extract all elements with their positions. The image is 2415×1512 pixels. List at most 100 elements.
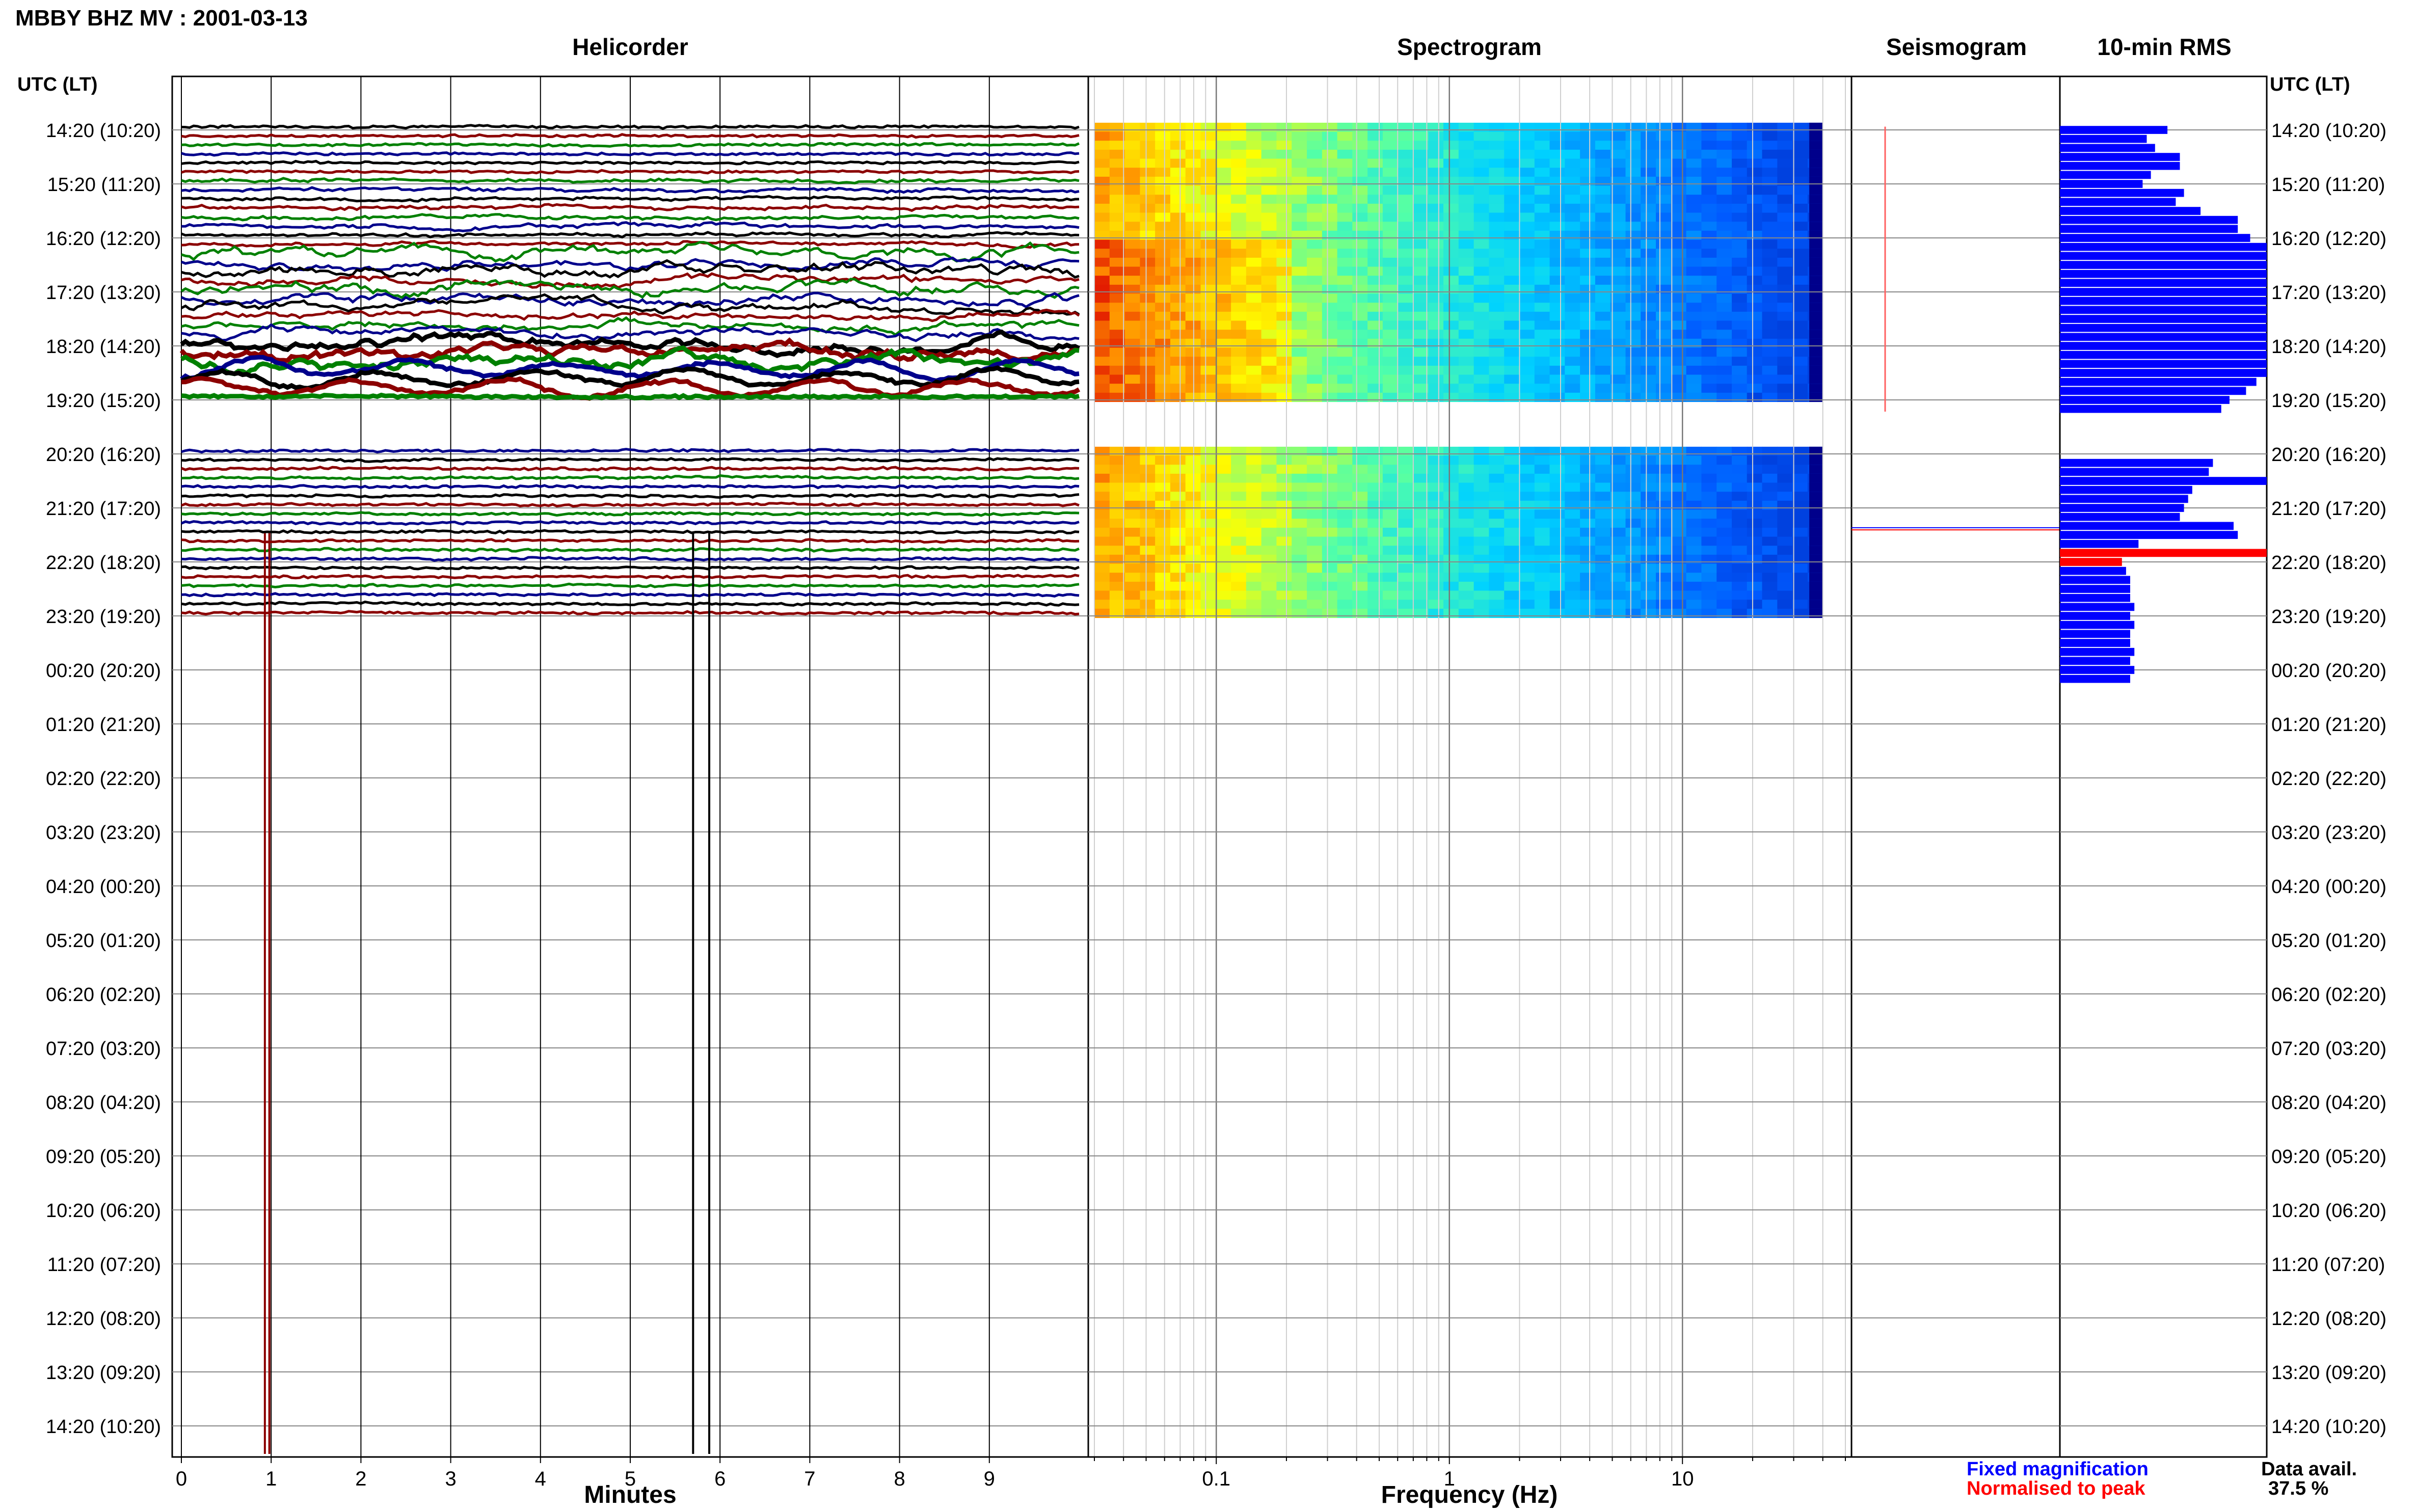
- spectrogram-cell: [1261, 239, 1277, 249]
- spectrogram-cell: [1549, 365, 1566, 375]
- spectrogram-cell: [1549, 500, 1566, 510]
- spectrogram-cell: [1762, 392, 1778, 402]
- spectrogram-cell: [1337, 446, 1353, 456]
- spectrogram-cell: [1140, 122, 1156, 132]
- spectrogram-cell: [1231, 293, 1247, 303]
- spectrogram-cell: [1170, 203, 1186, 213]
- spectrogram-cell: [1489, 212, 1505, 222]
- spectrogram-cell: [1732, 257, 1748, 267]
- legend-normalised-to-peak: Normalised to peak: [1967, 1478, 2145, 1499]
- spectrogram-cell: [1610, 249, 1626, 258]
- spectrogram-cell: [1170, 185, 1186, 195]
- spectrogram-cell: [1504, 249, 1520, 258]
- spectrogram-cell: [1231, 492, 1247, 501]
- spectrogram-cell: [1337, 185, 1353, 195]
- spectrogram-cell: [1809, 509, 1823, 519]
- spectrogram-cell: [1246, 546, 1262, 555]
- spectrogram-cell: [1140, 600, 1156, 609]
- spectrogram-cell: [1686, 131, 1702, 141]
- spectrogram-cell: [1246, 590, 1262, 600]
- spectrogram-cell: [1762, 195, 1778, 204]
- spectrogram-cell: [1792, 257, 1808, 267]
- spectrogram-cell: [1610, 581, 1626, 591]
- helicorder-x-tick-label: 8: [894, 1468, 905, 1490]
- spectrogram-cell: [1747, 330, 1763, 339]
- spectrogram-cell: [1170, 303, 1186, 312]
- spectrogram-cell: [1732, 284, 1748, 294]
- spectrogram-cell: [1307, 141, 1323, 150]
- rms-bar: [2060, 468, 2209, 476]
- spectrogram-cell: [1625, 168, 1642, 177]
- spectrogram-cell: [1671, 257, 1687, 267]
- spectrogram-cell: [1170, 311, 1186, 321]
- spectrogram-cell: [1322, 212, 1338, 222]
- spectrogram-cell: [1124, 384, 1141, 393]
- spectrogram-cell: [1109, 195, 1125, 204]
- rms-bar: [2060, 153, 2180, 161]
- data-avail-label: Data avail.: [2261, 1459, 2357, 1480]
- spectrogram-cell: [1732, 608, 1748, 618]
- spectrogram-cell: [1155, 608, 1171, 618]
- spectrogram-cell: [1641, 149, 1656, 159]
- spectrogram-cell: [1140, 141, 1156, 150]
- spectrogram-cell: [1322, 257, 1338, 267]
- time-label-right: 00:20 (20:20): [2271, 660, 2386, 682]
- spectrogram-cell: [1504, 357, 1520, 366]
- spectrogram-cell: [1428, 563, 1444, 573]
- spectrogram-cell: [1777, 392, 1793, 402]
- spectrogram-cell: [1170, 600, 1186, 609]
- spectrogram-cell: [1504, 257, 1520, 267]
- spectrogram-cell: [1413, 303, 1429, 312]
- spectrogram-cell: [1762, 455, 1778, 465]
- spectrogram-cell: [1671, 347, 1687, 357]
- spectrogram-cell: [1200, 465, 1217, 474]
- spectrogram-cell: [1276, 276, 1292, 285]
- spectrogram-cell: [1671, 320, 1687, 330]
- spectrogram-cell: [1656, 141, 1672, 150]
- spectrogram-cell: [1170, 374, 1186, 384]
- spectrogram-cell: [1109, 546, 1125, 555]
- spectrogram-cell: [1747, 284, 1763, 294]
- spectrogram-cell: [1686, 365, 1702, 375]
- spectrogram-cell: [1398, 276, 1414, 285]
- spectrogram-cell: [1322, 384, 1338, 393]
- spectrogram-cell: [1716, 492, 1732, 501]
- spectrogram-cell: [1276, 573, 1292, 582]
- spectrogram-cell: [1701, 239, 1717, 249]
- spectrogram-cell: [1762, 293, 1778, 303]
- spectrogram-cell: [1443, 536, 1459, 546]
- spectrogram-cell: [1200, 158, 1217, 168]
- spectrogram-cell: [1686, 519, 1702, 528]
- spectrogram-cell: [1094, 330, 1110, 339]
- spectrogram-cell: [1443, 500, 1459, 510]
- spectrogram-cell: [1489, 176, 1505, 186]
- spectrogram-cell: [1109, 500, 1125, 510]
- spectrogram-cell: [1155, 492, 1171, 501]
- spectrogram-x-tick-label: 0.1: [1202, 1468, 1230, 1490]
- spectrogram-cell: [1716, 392, 1732, 402]
- spectrogram-cell: [1367, 158, 1383, 168]
- spectrogram-cell: [1352, 303, 1368, 312]
- spectrogram-cell: [1671, 158, 1687, 168]
- spectrogram-cell: [1216, 600, 1231, 609]
- spectrogram-cell: [1792, 239, 1808, 249]
- spectrogram-cell: [1595, 519, 1611, 528]
- spectrogram-cell: [1565, 554, 1580, 564]
- spectrogram-cell: [1109, 392, 1125, 402]
- spectrogram-cell: [1565, 203, 1580, 213]
- spectrogram-cell: [1595, 446, 1611, 456]
- spectrogram-cell: [1140, 482, 1156, 492]
- spectrogram-cell: [1777, 546, 1793, 555]
- time-label-left: 10:20 (06:20): [46, 1200, 161, 1222]
- spectrogram-cell: [1261, 384, 1277, 393]
- helicorder-trace: [181, 323, 1080, 342]
- spectrogram-cell: [1458, 492, 1474, 501]
- spectrogram-cell: [1292, 563, 1307, 573]
- spectrogram-cell: [1109, 554, 1125, 564]
- spectrogram-cell: [1489, 131, 1505, 141]
- spectrogram-cell: [1155, 500, 1171, 510]
- spectrogram-cell: [1701, 600, 1717, 609]
- spectrogram-cell: [1443, 527, 1459, 537]
- spectrogram-cell: [1716, 374, 1732, 384]
- spectrogram-cell: [1246, 203, 1262, 213]
